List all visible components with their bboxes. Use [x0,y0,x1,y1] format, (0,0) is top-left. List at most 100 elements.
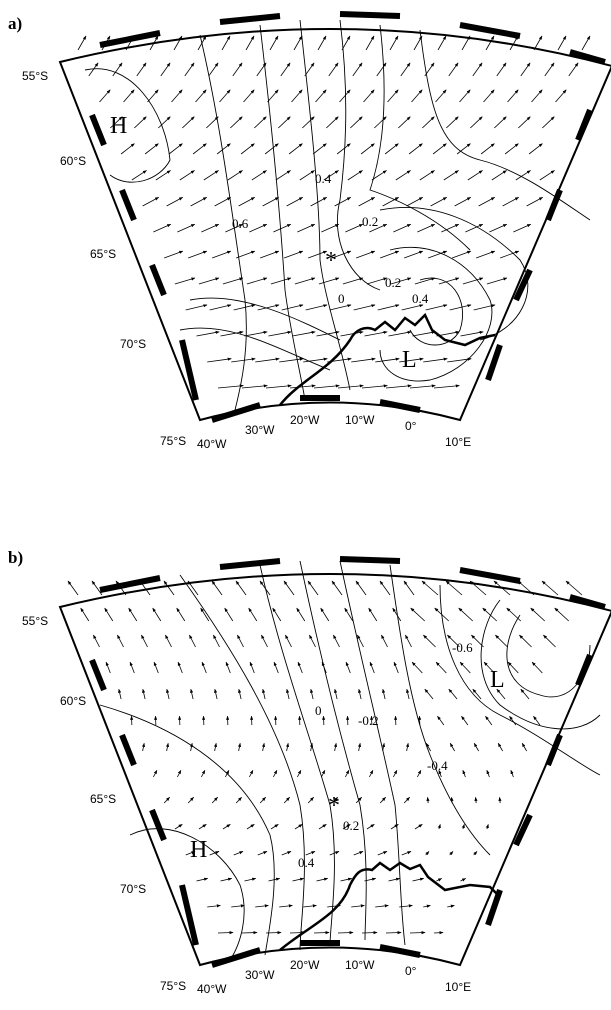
wind-arrow [185,851,196,856]
wind-arrow [385,384,412,389]
wind-arrow [432,143,447,155]
wind-arrow [278,116,291,129]
wind-arrow [321,769,326,778]
wind-arrow [139,580,151,596]
wind-arrow [344,607,354,622]
wind-arrow [237,742,242,752]
wind-arrow [207,904,221,908]
wind-arrow [447,634,460,648]
wind-arrow [554,607,570,622]
wind-arrow [493,580,511,596]
wind-arrow [219,89,231,103]
wind-arrow [227,170,243,181]
wind-arrow [443,170,459,181]
wind-arrow [310,688,314,700]
wind-arrow [565,580,583,596]
wind-arrow [303,357,328,363]
wind-arrow [404,250,424,259]
wind-arrow [460,330,484,337]
wind-arrow [423,634,436,648]
wind-arrow [403,580,415,596]
wind-arrow [244,330,268,337]
wind-arrow [177,661,183,674]
wind-arrow [450,796,454,804]
wind-arrow [356,250,376,259]
wind-arrow [149,35,159,51]
wind-arrow [437,823,441,830]
wind-arrow [93,634,100,648]
wind-arrow [125,35,135,51]
wind-arrow [262,688,266,700]
wind-arrow [131,170,147,181]
wind-arrow [485,715,493,726]
wind-arrow [101,35,111,51]
wind-arrow [294,277,316,285]
wind-arrow [309,634,316,648]
wind-arrow [353,851,364,856]
wind-arrow [310,196,327,207]
wind-arrow [232,62,243,77]
wind-arrow [257,851,268,856]
wind-arrow [328,62,339,77]
wind-arrow [364,877,377,882]
wind-arrow [401,851,412,856]
wind-arrow [327,904,341,908]
wind-arrow [448,62,459,77]
wind-arrow [238,196,255,207]
wind-arrow [388,877,401,882]
wind-arrow [195,89,207,103]
wind-arrow [458,607,474,622]
wind-arrow [211,797,218,804]
wind-arrow [288,143,303,155]
wind-arrow [471,634,484,648]
wind-arrow [345,769,350,778]
wind-arrow [160,62,171,77]
wind-arrow [437,715,445,726]
wind-arrow [163,797,170,804]
wind-arrow [507,89,519,103]
wind-arrow [461,35,471,51]
wind-arrow [331,580,343,596]
wind-arrow [513,223,532,233]
wind-arrow [424,688,434,700]
wind-arrow [412,330,436,337]
contour-label: -0.4 [427,758,448,773]
wind-arrow [357,742,362,752]
wind-arrow [198,277,220,285]
wind-arrow [557,35,567,51]
wind-arrow [220,330,244,337]
wind-arrow [425,304,448,311]
wind-arrow [410,607,426,622]
wind-arrow [270,824,279,830]
wind-arrow [417,223,436,233]
lon-label: 0° [405,964,417,978]
wind-arrow [393,769,398,778]
wind-arrow [365,35,375,51]
wind-arrow [361,384,388,389]
isolines [84,19,591,411]
wind-arrow [222,277,244,285]
contour-label: -0.6 [452,640,473,655]
wind-arrow [222,824,231,830]
wind-arrow [454,196,471,207]
wind-arrow [422,116,435,129]
contour-label: 0.6 [232,216,249,231]
wind-arrow [467,170,483,181]
wind-arrow [246,277,268,285]
wind-arrow [260,250,280,259]
wind-arrow [500,250,520,259]
wind-arrow [375,904,389,908]
wind-arrow [173,35,183,51]
wind-arrow [340,330,364,337]
wind-arrow [198,824,207,830]
wind-arrow [401,304,424,311]
coastline [279,861,501,951]
wind-arrow [188,250,208,259]
wind-arrow [261,742,266,752]
wind-arrow [542,116,555,129]
wind-arrow [419,170,435,181]
wind-arrow [286,196,303,207]
wind-arrow [364,330,388,337]
wind-arrow [304,62,315,77]
wind-arrow [291,89,303,103]
